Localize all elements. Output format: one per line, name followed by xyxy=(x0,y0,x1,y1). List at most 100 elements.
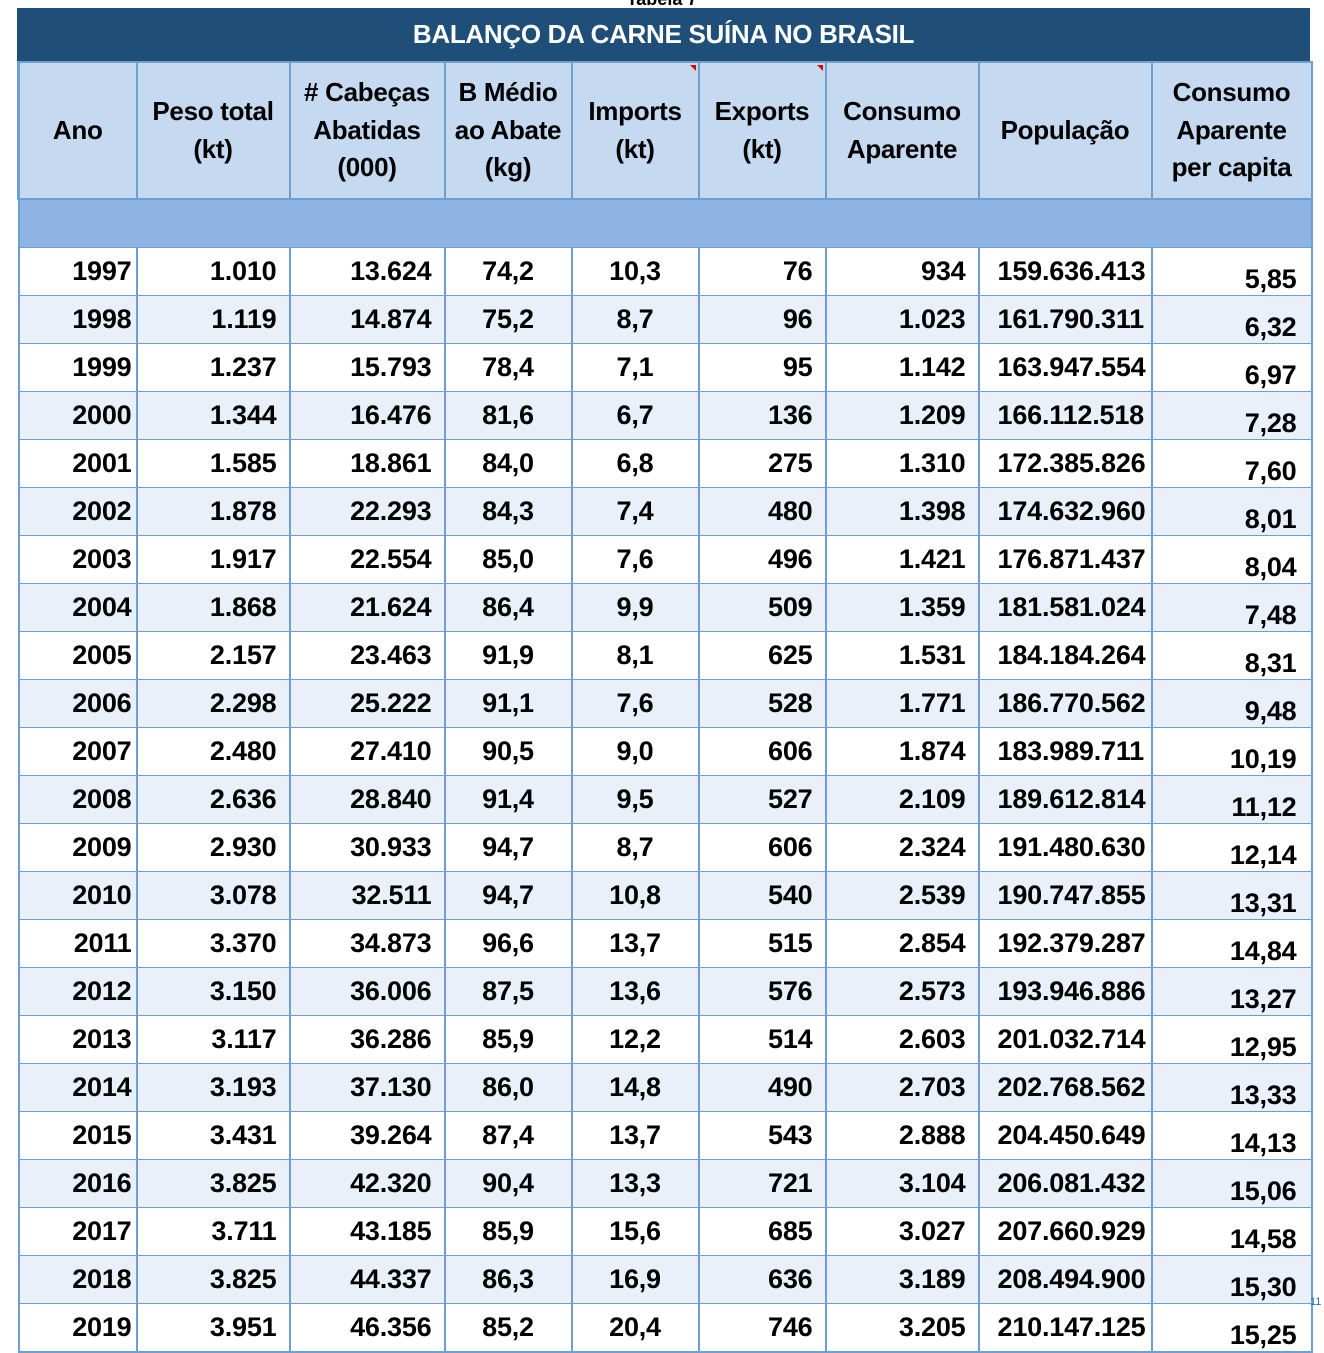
table-cell: 13,27 xyxy=(1150,967,1313,1016)
header-line: Aparente xyxy=(1176,114,1287,145)
table-cell: 184.184.264 xyxy=(977,631,1153,680)
table-row: 2008 2.636 28.840 91,4 9,5 527 2.109 189.612.81… xyxy=(17,775,1313,824)
table-cell: 527 xyxy=(697,775,827,824)
table-cell: 13.624 xyxy=(288,247,446,296)
table-cell: 43.185 xyxy=(288,1207,446,1256)
table-cell: 12,14 xyxy=(1150,823,1313,872)
table-cell: 16.476 xyxy=(288,391,446,440)
table-cell: 3.117 xyxy=(135,1015,291,1064)
table-cell: 14,58 xyxy=(1150,1207,1313,1256)
table-cell: 8,31 xyxy=(1150,631,1313,680)
table-cell: 85,9 xyxy=(443,1015,573,1064)
table-cell: 96 xyxy=(697,295,827,344)
table-cell: 2010 xyxy=(17,871,138,920)
table-cell: 8,04 xyxy=(1150,535,1313,584)
header-line: # Cabeças xyxy=(304,76,430,107)
table-cell: 1.874 xyxy=(824,727,980,776)
pork-balance-table: Ano Peso total (kt) # Cabeças Abatidas (000) B… xyxy=(17,61,1313,1353)
table-cell: 1.398 xyxy=(824,487,980,536)
separator-cell xyxy=(17,198,1313,248)
table-cell: 3.104 xyxy=(824,1159,980,1208)
header-line: B Médio xyxy=(458,76,558,107)
table-cell: 90,4 xyxy=(443,1159,573,1208)
table-cell: 3.825 xyxy=(135,1159,291,1208)
table-cell: 36.286 xyxy=(288,1015,446,1064)
table-cell: 2.298 xyxy=(135,679,291,728)
table-row: 2017 3.711 43.185 85,9 15,6 685 3.027 207.660.9… xyxy=(17,1207,1313,1256)
table-cell: 10,19 xyxy=(1150,727,1313,776)
hdr-populacao: População xyxy=(977,61,1153,200)
comment-marker-icon xyxy=(816,65,823,71)
table-cell: 2.636 xyxy=(135,775,291,824)
table-cell: 21.624 xyxy=(288,583,446,632)
table-cell: 159.636.413 xyxy=(977,247,1153,296)
header-line: (kt) xyxy=(193,133,233,164)
header-line: per capita xyxy=(1171,152,1292,183)
table-cell: 543 xyxy=(697,1111,827,1160)
table-cell: 2011 xyxy=(17,919,138,968)
table-cell: 14.874 xyxy=(288,295,446,344)
table-cell: 8,7 xyxy=(570,295,700,344)
hdr-exports: Exports (kt) xyxy=(697,61,827,200)
table-cell: 186.770.562 xyxy=(977,679,1153,728)
table-cell: 1.531 xyxy=(824,631,980,680)
table-cell: 15,30 xyxy=(1150,1255,1313,1304)
table-cell: 2003 xyxy=(17,535,138,584)
table-cell: 2007 xyxy=(17,727,138,776)
table-cell: 16,9 xyxy=(570,1255,700,1304)
table-cell: 189.612.814 xyxy=(977,775,1153,824)
table-cell: 2015 xyxy=(17,1111,138,1160)
table-cell: 1999 xyxy=(17,343,138,392)
table-body: 1997 1.010 13.624 74,2 10,3 76 934 159.636.413 5… xyxy=(17,198,1313,1353)
table-cell: 2013 xyxy=(17,1015,138,1064)
table-cell: 2016 xyxy=(17,1159,138,1208)
table-cell: 87,4 xyxy=(443,1111,573,1160)
table-cell: 7,60 xyxy=(1150,439,1313,488)
table-cell: 1.010 xyxy=(135,247,291,296)
table-cell: 2006 xyxy=(17,679,138,728)
table-cell: 22.293 xyxy=(288,487,446,536)
table-cell: 13,7 xyxy=(570,1111,700,1160)
table-cell: 208.494.900 xyxy=(977,1255,1153,1304)
table-row: 2009 2.930 30.933 94,7 8,7 606 2.324 191.480.63… xyxy=(17,823,1313,872)
table-cell: 163.947.554 xyxy=(977,343,1153,392)
header-line: Aparente xyxy=(846,133,958,164)
table-cell: 1.310 xyxy=(824,439,980,488)
table-cell: 13,7 xyxy=(570,919,700,968)
table-row: 2012 3.150 36.006 87,5 13,6 576 2.573 193.946.8… xyxy=(17,967,1313,1016)
table-cell: 3.370 xyxy=(135,919,291,968)
table-cell: 2.109 xyxy=(824,775,980,824)
table-cell: 9,5 xyxy=(570,775,700,824)
table-cell: 540 xyxy=(697,871,827,920)
table-cell: 25.222 xyxy=(288,679,446,728)
table-cell: 7,6 xyxy=(570,535,700,584)
table-cell: 181.581.024 xyxy=(977,583,1153,632)
table-cell: 84,0 xyxy=(443,439,573,488)
table-cell: 86,4 xyxy=(443,583,573,632)
table-cell: 2012 xyxy=(17,967,138,1016)
table-cell: 91,4 xyxy=(443,775,573,824)
table-cell: 2.703 xyxy=(824,1063,980,1112)
table-cell: 6,97 xyxy=(1150,343,1313,392)
header-line: População xyxy=(1000,114,1130,145)
table-cell: 81,6 xyxy=(443,391,573,440)
table-cell: 7,48 xyxy=(1150,583,1313,632)
table-cell: 2.603 xyxy=(824,1015,980,1064)
table-row: 1998 1.119 14.874 75,2 8,7 96 1.023 161.790.311… xyxy=(17,295,1313,344)
table-cell: 76 xyxy=(697,247,827,296)
comment-marker-icon xyxy=(689,65,696,71)
table-cell: 202.768.562 xyxy=(977,1063,1153,1112)
table-cell: 6,32 xyxy=(1150,295,1313,344)
table-cell: 8,01 xyxy=(1150,487,1313,536)
header-line: (kt) xyxy=(615,133,655,164)
header-separator xyxy=(17,198,1313,248)
table-cell: 11,12 xyxy=(1150,775,1313,824)
table-cell: 7,6 xyxy=(570,679,700,728)
table-cell: 2000 xyxy=(17,391,138,440)
table-cell: 1.878 xyxy=(135,487,291,536)
table-cell: 192.379.287 xyxy=(977,919,1153,968)
table-cell: 2.930 xyxy=(135,823,291,872)
table-cell: 1997 xyxy=(17,247,138,296)
table-cell: 3.189 xyxy=(824,1255,980,1304)
table-cell: 3.431 xyxy=(135,1111,291,1160)
